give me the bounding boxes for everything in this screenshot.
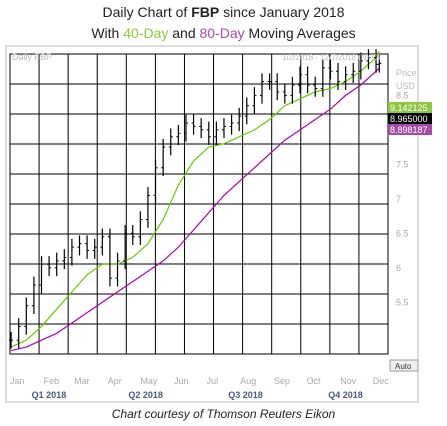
chart-title-line2: With 40-Day and 80-Day Moving Averages <box>91 25 356 41</box>
grid-lines <box>10 54 388 354</box>
month-tick-label: Jul <box>207 376 219 386</box>
price-bars <box>9 49 382 349</box>
month-tick-label: Aug <box>240 376 256 386</box>
month-tick-label: Oct <box>307 376 322 386</box>
chart-title-line1: Daily Chart of FBP since January 2018 <box>102 4 345 20</box>
ma80-value-tag <box>388 124 432 135</box>
month-tick-label: Mar <box>74 376 90 386</box>
ma-line <box>10 67 380 352</box>
date-range-label: 1/2/2018 - 12/7/2018 (NYC) <box>282 53 381 62</box>
ma80-title-label: 80-Day <box>199 25 245 41</box>
chart-credit: Chart courtesy of Thomson Reuters Eikon <box>111 407 336 421</box>
auto-button[interactable] <box>389 359 419 372</box>
month-tick-label: May <box>140 376 158 386</box>
quarter-tick-label: Q3 2018 <box>228 390 263 400</box>
y-tick-label: 6 <box>396 263 401 273</box>
y-tick-label: 8.5 <box>396 90 409 100</box>
y-tick-label: 5.5 <box>396 297 409 307</box>
y-tick-label: 6.5 <box>396 228 409 238</box>
month-tick-label: Jun <box>174 376 189 386</box>
ma80-value-label: 8.898187 <box>390 125 428 135</box>
price-value-tag <box>388 113 432 124</box>
ma40-title-label: 40-Day <box>123 25 169 41</box>
y-tick-label: 7 <box>396 194 401 204</box>
ma-line <box>10 50 380 348</box>
ma40-line-group <box>10 50 380 348</box>
x-axis-ticks: Jan Feb Mar Apr May Jun Jul Aug Sep Oct Nov Dec Q1 2… <box>10 376 389 400</box>
series-label: Daily FBP <box>12 52 52 62</box>
month-tick-label: Dec <box>373 376 390 386</box>
y-tick-label: 7.5 <box>396 159 409 169</box>
month-tick-label: Apr <box>108 376 122 386</box>
auto-label: Auto <box>395 362 412 371</box>
ma40-value-tag <box>388 102 432 113</box>
ma40-value-label: 9.142125 <box>390 103 428 113</box>
quarter-tick-label: Q4 2018 <box>328 390 363 400</box>
price-axis-label: Price <box>396 68 417 78</box>
currency-label: USD <box>396 81 416 91</box>
quarter-tick-label: Q2 2018 <box>128 390 163 400</box>
quarter-tick-label: Q1 2018 <box>32 390 67 400</box>
month-tick-label: Nov <box>340 376 357 386</box>
ma80-line-group <box>10 67 380 352</box>
month-tick-label: Jan <box>10 376 25 386</box>
month-tick-label: Sep <box>274 376 290 386</box>
month-tick-label: Feb <box>44 376 60 386</box>
price-value-label: 8.965000 <box>390 114 428 124</box>
